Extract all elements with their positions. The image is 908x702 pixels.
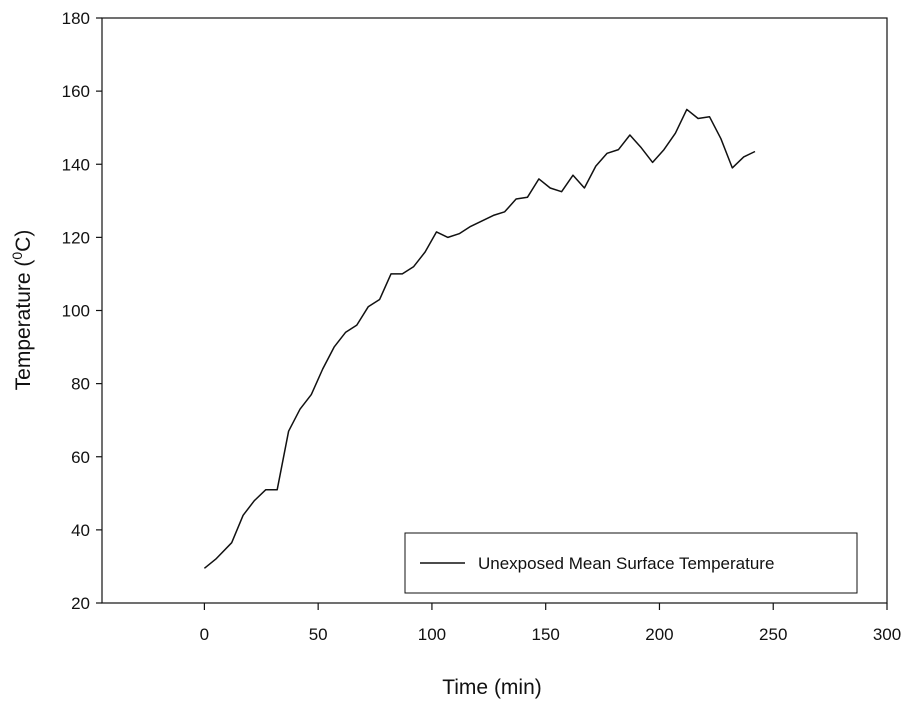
x-tick-label: 150 [532,625,560,644]
y-axis-title-main: Temperature ( [12,260,35,391]
x-tick-label: 50 [309,625,328,644]
y-tick-label: 100 [62,302,90,321]
series-line-unexposed-mean-surface-temperature [203,108,756,569]
y-tick-label: 20 [71,594,90,613]
legend-label: Unexposed Mean Surface Temperature [478,554,774,573]
y-tick-label: 40 [71,521,90,540]
plot-frame [101,17,888,604]
y-tick-label: 140 [62,155,90,174]
x-tick-label: 100 [418,625,446,644]
x-tick-label: 300 [873,625,901,644]
x-tick-label: 250 [759,625,787,644]
x-axis-title: Time (min) [442,676,542,699]
y-tick-label: 180 [62,9,90,28]
y-axis-title-tail: C) [12,230,35,252]
y-tick-label: 160 [62,82,90,101]
y-tick-label: 120 [62,228,90,247]
y-tick-label: 80 [71,375,90,394]
y-axis-title: Temperature (0C) [9,230,35,391]
legend-box [404,532,858,594]
legend: Unexposed Mean Surface Temperature [404,532,858,594]
x-tick-label: 200 [645,625,673,644]
y-tick-label: 60 [71,448,90,467]
y-axis: 20 40 60 80 100 120 140 160 180 [62,9,102,613]
x-axis: 0 50 100 150 200 250 300 [200,603,901,644]
x-tick-label: 0 [200,625,209,644]
y-axis-title-superscript: 0 [9,252,25,260]
